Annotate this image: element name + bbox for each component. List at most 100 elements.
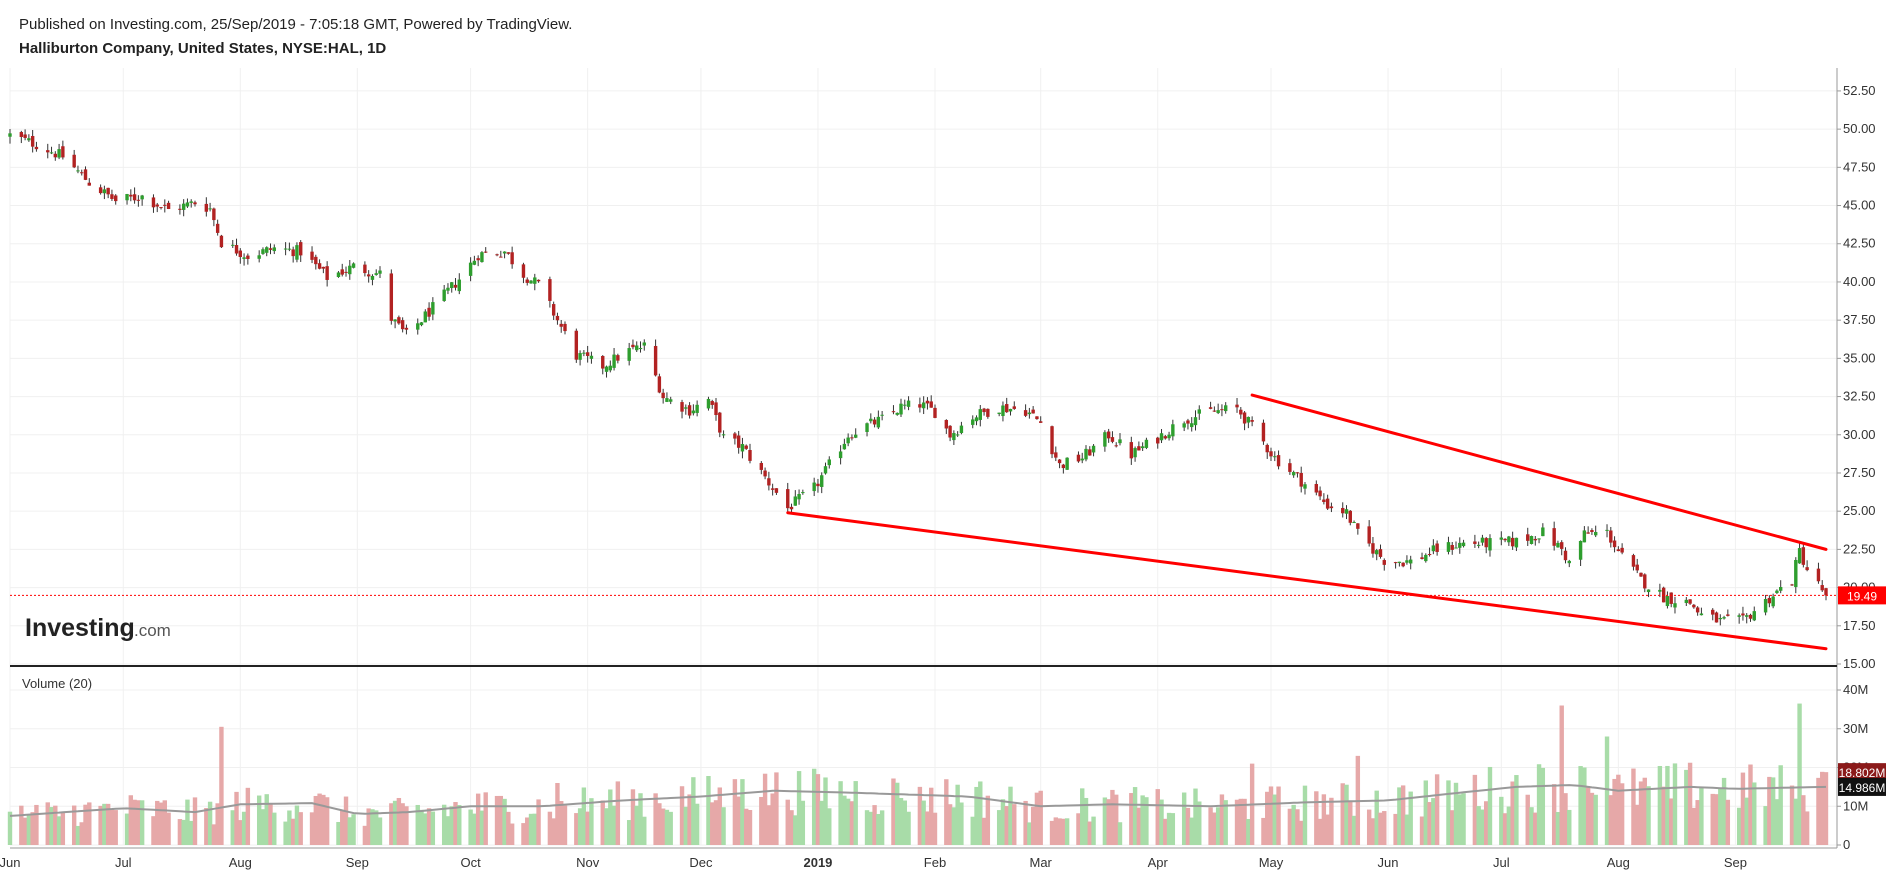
candle-down <box>1801 542 1806 568</box>
volume-bar <box>611 805 617 845</box>
volume-bar <box>585 811 590 845</box>
svg-text:Investing: Investing <box>25 614 135 642</box>
candle-body <box>234 245 239 254</box>
candle-up <box>502 251 507 259</box>
candle-up <box>242 253 246 266</box>
volume-tick-label: 30M <box>1843 721 1868 736</box>
candle-body <box>1435 543 1439 552</box>
volume-bar <box>872 805 877 845</box>
candle-body <box>695 404 699 413</box>
last-price-badge-text: 19.49 <box>1847 589 1877 603</box>
candle-body <box>1643 574 1647 589</box>
volume-bar <box>944 779 949 845</box>
candle-up <box>974 415 979 426</box>
candle-down <box>151 194 156 213</box>
candle-up <box>1001 401 1005 422</box>
volume-bar <box>1559 705 1564 845</box>
volume-ma-badge: 14.986M <box>1838 777 1886 796</box>
candle-down <box>215 219 220 236</box>
candle-body <box>661 392 665 399</box>
volume-bar <box>283 821 288 845</box>
candle-body <box>786 489 790 509</box>
volume-bar <box>1578 766 1583 845</box>
candle-up <box>1658 583 1662 598</box>
candle-up <box>480 251 484 263</box>
volume-bar <box>736 796 741 845</box>
candle-body <box>1114 445 1118 447</box>
candle-body <box>982 408 986 413</box>
volume-bar <box>1446 780 1451 845</box>
candle-body <box>1382 560 1386 565</box>
candle-body <box>1299 472 1303 487</box>
candle-body <box>1186 420 1190 424</box>
volume-bar <box>642 816 647 845</box>
volume-bar <box>1159 799 1164 845</box>
candle-up <box>419 321 424 327</box>
volume-bar <box>577 808 583 845</box>
volume-bar <box>838 781 843 845</box>
candle-body <box>1609 530 1613 543</box>
candle-body <box>1646 589 1651 593</box>
candle-down <box>1318 486 1322 501</box>
candle-body <box>1461 542 1466 547</box>
candle-body <box>1620 547 1624 553</box>
volume-bar <box>351 814 356 845</box>
candle-body <box>1794 559 1798 588</box>
time-tick-label: Sep <box>1724 855 1747 870</box>
candle-up <box>978 404 982 427</box>
price-axis[interactable]: 52.50 50.00 47.50 45.00 42.50 40.00 37.50 35.00… <box>1837 83 1876 671</box>
volume-bar <box>1533 812 1538 845</box>
candle-body <box>1741 613 1745 616</box>
candle-up <box>374 269 378 276</box>
candle-up <box>1673 596 1677 614</box>
candle-body <box>1167 434 1171 439</box>
volume-bar <box>1461 793 1466 845</box>
candle-up <box>801 489 805 495</box>
candle-body <box>363 264 367 274</box>
candle-down <box>653 339 658 377</box>
volume-bar <box>1476 806 1481 845</box>
volume-bar <box>1487 766 1493 845</box>
volume-bar <box>1000 799 1006 845</box>
volume-bar <box>1265 791 1270 845</box>
candle-down <box>46 143 50 159</box>
volume-bar <box>298 812 303 845</box>
volume-bar <box>1608 795 1613 845</box>
price-tick-label: 42.50 <box>1843 236 1876 251</box>
candle-down <box>548 276 552 308</box>
investing-logo[interactable]: Investing .com <box>25 614 171 642</box>
time-axis[interactable]: Jun Jul Aug Sep Oct Nov Dec 2019 Feb Mar Apr May Jun… <box>0 855 1747 870</box>
candle-body <box>185 202 190 207</box>
volume-bar <box>370 809 375 845</box>
volume-bar <box>1223 800 1228 845</box>
candle-body <box>1816 568 1821 582</box>
candle-down <box>536 279 541 283</box>
volume-bar <box>392 800 398 845</box>
candle-body <box>1054 452 1058 458</box>
volume-bar <box>1423 780 1429 845</box>
candle-body <box>1684 599 1689 603</box>
volume-tick-label: 40M <box>1843 682 1868 697</box>
volume-bar <box>710 802 715 845</box>
candle-body <box>457 279 461 292</box>
volume-bar <box>1083 797 1089 845</box>
candle-down <box>506 252 511 255</box>
candle-body <box>1503 538 1507 541</box>
candle-up <box>1514 537 1519 552</box>
trendlines[interactable] <box>786 393 1828 651</box>
time-tick-label: Jul <box>1493 855 1510 870</box>
volume-bar <box>1117 822 1123 845</box>
volume-bar <box>562 805 568 845</box>
candle-body <box>669 399 673 402</box>
candle-down <box>1265 443 1269 459</box>
candle-body <box>46 150 50 153</box>
volume-bar <box>509 823 515 845</box>
candle-body <box>1212 410 1217 412</box>
volume-bar <box>759 796 764 845</box>
candle-body <box>691 410 696 414</box>
candle-body <box>767 478 771 486</box>
price-tick-label: 32.50 <box>1843 389 1876 404</box>
volume-bar <box>815 774 821 845</box>
candle-up <box>823 462 828 475</box>
